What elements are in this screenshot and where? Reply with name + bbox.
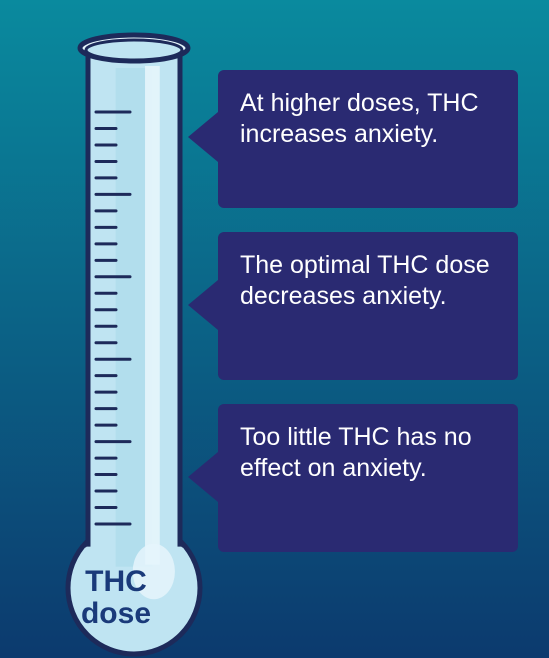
callout-pointer — [188, 280, 218, 330]
callout-text: The optimal THC dose decreases anxiety. — [240, 250, 496, 313]
callout-pointer — [188, 452, 218, 502]
callout-box: At higher doses, THC increases anxiety. — [218, 70, 518, 208]
callout-pointer — [188, 112, 218, 162]
callout-text: At higher doses, THC increases anxiety. — [240, 88, 496, 151]
infographic-canvas: THC dose At higher doses, THC increases … — [0, 0, 549, 658]
callout-box: Too little THC has no effect on anxiety. — [218, 404, 518, 552]
thermometer-label-line1: THC — [85, 565, 147, 598]
callout-text: Too little THC has no effect on anxiety. — [240, 422, 496, 485]
thermometer-label-line2: dose — [81, 597, 151, 630]
callout-box: The optimal THC dose decreases anxiety. — [218, 232, 518, 380]
thermometer-label: THC dose — [56, 566, 176, 629]
